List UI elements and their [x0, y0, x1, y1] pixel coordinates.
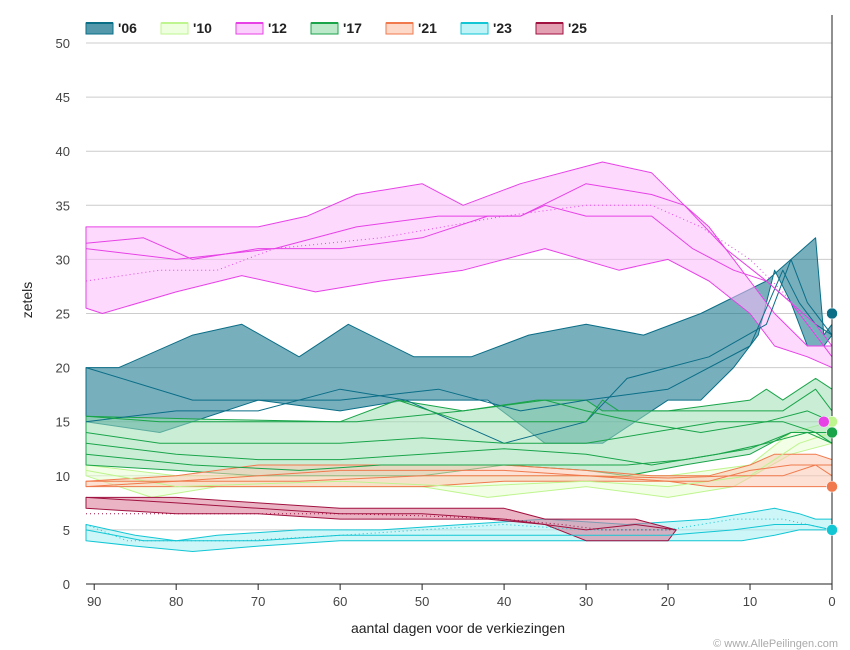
series-end-markers	[818, 307, 838, 536]
series-12-legend-label[interactable]: '12	[268, 20, 287, 36]
y-tick-label: 5	[63, 523, 70, 538]
axes: 0 5 10 15 20 25 30 35 40 45 50 90 80 70 60 50 40 30 20 10 0	[56, 15, 836, 609]
x-tick-label: 50	[415, 594, 429, 609]
series-areas	[85, 161, 833, 552]
credit-text: © www.AllePeilingen.com	[713, 638, 838, 650]
y-tick-label: 30	[56, 252, 70, 267]
series-21-end-marker	[826, 480, 838, 493]
series-12-end-marker	[818, 415, 830, 428]
series-10-line	[85, 432, 833, 488]
x-axis-label: aantal dagen voor de verkiezingen	[351, 620, 565, 636]
series-25-legend-swatch[interactable]	[535, 22, 564, 35]
x-tick-label: 40	[497, 594, 511, 609]
y-axis-label: zetels	[19, 282, 35, 319]
series-17-legend-swatch[interactable]	[310, 22, 339, 35]
y-tick-label: 25	[56, 307, 70, 322]
series-25-band	[85, 496, 677, 542]
y-tick-label: 35	[56, 198, 70, 213]
series-06-legend-swatch[interactable]	[85, 22, 114, 35]
x-tick-label: 90	[87, 594, 101, 609]
series-12-trend-line	[85, 204, 825, 347]
series-10-legend-swatch[interactable]	[160, 22, 189, 35]
y-tick-label: 0	[63, 577, 70, 592]
x-tick-label: 0	[828, 594, 835, 609]
series-17-legend-label[interactable]: '17	[343, 20, 362, 36]
series-06-line	[85, 269, 833, 412]
x-tick-label: 60	[333, 594, 347, 609]
series-25-line	[85, 496, 677, 531]
series-21-legend-label[interactable]: '21	[418, 20, 437, 36]
legend: '06 '10 '12 '17 '21 '23 '25	[85, 20, 587, 36]
series-lines	[85, 183, 833, 542]
series-25-legend-label[interactable]: '25	[568, 20, 587, 36]
x-tick-label: 20	[661, 594, 675, 609]
series-23-end-marker	[826, 524, 838, 536]
series-06-end-marker	[826, 307, 838, 320]
series-12-legend-swatch[interactable]	[235, 22, 264, 35]
x-tick-label: 80	[169, 594, 183, 609]
series-17-line	[397, 388, 833, 423]
series-17-line	[85, 399, 833, 433]
y-tick-label: 10	[56, 469, 70, 484]
series-21-line	[85, 464, 833, 488]
series-17-end-marker	[826, 426, 838, 439]
series-23-line	[85, 524, 833, 542]
series-12-line	[85, 183, 833, 358]
x-tick-label: 30	[579, 594, 593, 609]
x-tick-label: 10	[743, 594, 757, 609]
y-tick-label: 15	[56, 415, 70, 430]
series-10-legend-label[interactable]: '10	[193, 20, 212, 36]
series-17-line	[85, 421, 833, 444]
series-06-line	[85, 258, 833, 444]
y-tick-label: 45	[56, 90, 70, 105]
series-23-legend-swatch[interactable]	[460, 22, 489, 35]
y-tick-label: 50	[56, 36, 70, 51]
series-17-line	[85, 432, 832, 471]
series-06-legend-label[interactable]: '06	[118, 20, 137, 36]
series-17-line	[85, 432, 833, 466]
y-tick-label: 20	[56, 361, 70, 376]
x-tick-label: 70	[251, 594, 265, 609]
series-23-legend-label[interactable]: '23	[493, 20, 512, 36]
y-tick-label: 40	[56, 144, 70, 159]
series-21-legend-swatch[interactable]	[385, 22, 414, 35]
